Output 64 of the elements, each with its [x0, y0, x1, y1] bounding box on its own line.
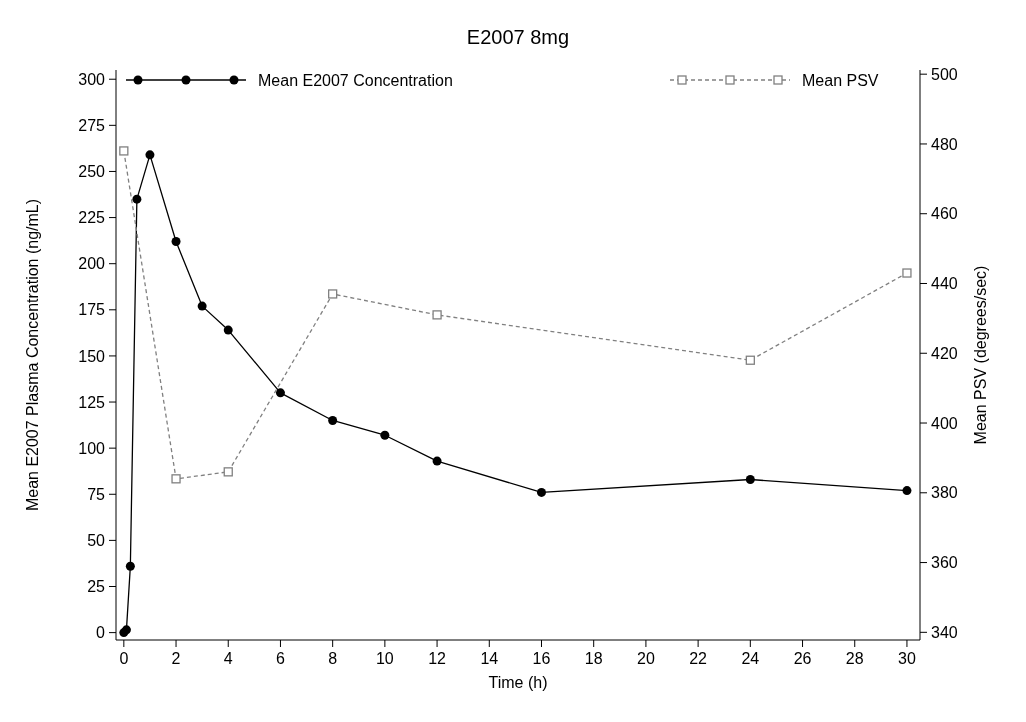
x-tick-label: 2 [171, 650, 181, 667]
point [902, 486, 912, 496]
y-tick-label: 100 [78, 439, 106, 457]
y-tick-label: 25 [87, 578, 106, 596]
y2-axis-title: Mean PSV (degrees/sec) [972, 265, 989, 445]
x-tick-label: 20 [637, 650, 655, 667]
x-tick-label: 12 [428, 650, 447, 667]
y-tick-label: 225 [78, 209, 106, 227]
point [745, 475, 755, 485]
y-tick-label: 275 [78, 116, 106, 134]
x-tick-label: 18 [584, 650, 603, 667]
x-tick-label: 4 [223, 650, 233, 667]
x-tick-label: 6 [276, 650, 285, 667]
x-tick-label: 22 [689, 650, 708, 667]
y2-tick-label: 360 [931, 554, 958, 572]
x-tick-label: 10 [375, 650, 394, 667]
x-tick-label: 14 [480, 650, 499, 667]
y2-tick-label: 440 [931, 275, 958, 293]
point [380, 430, 390, 440]
x-axis-title: Time (h) [488, 674, 548, 691]
point [223, 467, 233, 477]
y2-tick-label: 420 [931, 344, 958, 362]
point [902, 268, 912, 278]
y2-tick-label: 480 [931, 135, 958, 153]
x-tick-label: 28 [845, 650, 864, 667]
x-tick-label: 30 [898, 650, 916, 667]
point [171, 237, 181, 247]
chart-title: E2007 8mg [466, 26, 570, 48]
y2-tick-label: 400 [931, 414, 958, 432]
point [275, 388, 285, 398]
point [223, 325, 233, 335]
y-tick-label: 200 [78, 255, 106, 273]
y-tick-label: 50 [87, 531, 106, 549]
y2-tick-label: 460 [931, 205, 958, 223]
point [745, 355, 755, 365]
point [119, 146, 129, 156]
y2-tick-label: 500 [931, 65, 958, 83]
point [432, 310, 442, 320]
y2-tick-label: 340 [931, 623, 958, 641]
point [536, 487, 546, 497]
point [132, 194, 142, 204]
y-tick-label: 125 [78, 393, 106, 411]
x-tick-label: 16 [532, 650, 551, 667]
point [145, 150, 155, 160]
y-tick-label: 300 [78, 70, 106, 88]
legend-label: Mean E2007 Concentration [258, 71, 453, 89]
y-tick-label: 175 [78, 301, 106, 319]
x-tick-label: 0 [119, 650, 129, 667]
y-tick-label: 150 [78, 347, 106, 365]
point [171, 474, 181, 484]
point [432, 456, 442, 466]
y-axis-title: Mean E2007 Plasma Concentration (ng/mL) [24, 198, 41, 512]
x-tick-label: 26 [793, 650, 812, 667]
y2-tick-label: 380 [931, 484, 958, 502]
point [125, 561, 135, 571]
y-tick-label: 75 [87, 485, 106, 503]
point [197, 301, 207, 311]
x-tick-label: 24 [741, 650, 760, 667]
x-tick-label: 8 [328, 650, 338, 667]
legend-label: Mean PSV [802, 71, 879, 89]
point [328, 289, 338, 299]
point [328, 415, 338, 425]
y-tick-label: 0 [96, 624, 106, 642]
y-tick-label: 250 [78, 163, 106, 181]
